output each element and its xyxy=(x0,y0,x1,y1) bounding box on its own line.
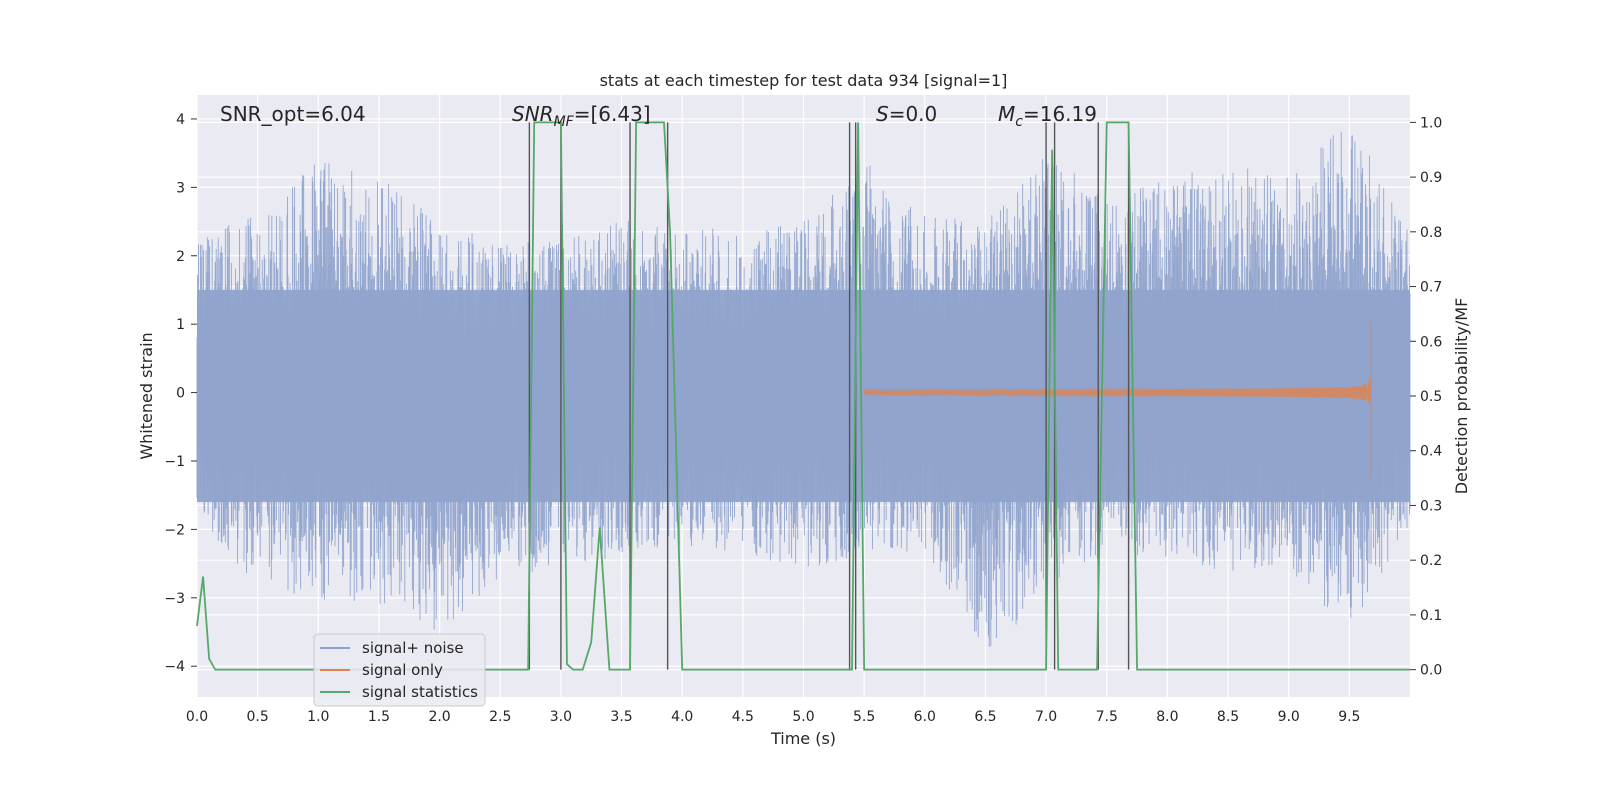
annotation-snr-mf-subscript: MF xyxy=(554,114,575,130)
y-tick-label-left: −4 xyxy=(164,659,185,675)
y-tick-label-right: 0.4 xyxy=(1420,444,1442,460)
legend-label-signal-plus-noise: signal+ noise xyxy=(362,639,464,657)
x-tick-label: 1.0 xyxy=(307,709,329,725)
x-tick-label: 7.0 xyxy=(1035,709,1057,725)
x-tick-label: 0.5 xyxy=(247,709,269,725)
annotation-mc-subscript: c xyxy=(1015,114,1023,130)
x-tick-label: 6.5 xyxy=(974,709,996,725)
annotation-mc-value: =16.19 xyxy=(1023,102,1097,126)
y-tick-label-left: 4 xyxy=(176,112,185,128)
y-tick-label-right: 0.0 xyxy=(1420,663,1442,679)
y-tick-label-right: 0.8 xyxy=(1420,225,1442,241)
y-tick-label-right: 0.1 xyxy=(1420,608,1442,624)
annotation-snr-mf-value: =[6.43] xyxy=(574,102,651,126)
series-signal-only xyxy=(863,320,1372,479)
y-tick-label-right: 0.9 xyxy=(1420,170,1442,186)
y-tick-label-left: 3 xyxy=(176,180,185,196)
x-tick-label: 1.5 xyxy=(368,709,390,725)
y-axis-label-left: Whitened strain xyxy=(137,332,156,459)
x-tick-label: 3.0 xyxy=(550,709,572,725)
legend: signal+ noise signal only signal statist… xyxy=(313,633,486,707)
x-tick-label: 8.0 xyxy=(1156,709,1178,725)
annotation-snr-mf: SNRMF=[6.43] xyxy=(512,102,651,130)
annotation-mc-label: M xyxy=(998,102,1015,126)
y-tick-label-left: −2 xyxy=(164,522,185,538)
chart-title: stats at each timestep for test data 934… xyxy=(600,71,1008,90)
y-tick-label-left: −3 xyxy=(164,591,185,607)
annotation-snr-mf-label: SNR xyxy=(512,102,554,126)
y-tick-label-right: 0.2 xyxy=(1420,553,1442,569)
annotation-chirp-mass: Mc=16.19 xyxy=(998,102,1097,130)
legend-box xyxy=(313,633,486,707)
x-tick-label: 2.0 xyxy=(428,709,450,725)
x-tick-label: 4.5 xyxy=(732,709,754,725)
annotation-s: S=0.0 xyxy=(876,102,937,126)
x-tick-label: 8.5 xyxy=(1217,709,1239,725)
axis-ticks: 0.0 0.5 1.0 1.5 2.0 2.5 3.0 3.5 4.0 4.5 5.0 5.5 6.0 6… xyxy=(164,112,1442,725)
x-tick-label: 3.5 xyxy=(610,709,632,725)
annotation-snr-opt: SNR_opt=6.04 xyxy=(220,102,366,126)
x-axis-label: Time (s) xyxy=(770,729,836,748)
y-axis-label-right: Detection probability/MF xyxy=(1452,298,1471,495)
legend-label-signal-statistics: signal statistics xyxy=(362,683,478,701)
y-tick-label-left: 0 xyxy=(176,386,185,402)
y-tick-label-left: −1 xyxy=(164,454,185,470)
x-tick-label: 5.0 xyxy=(792,709,814,725)
y-tick-label-left: 2 xyxy=(176,249,185,265)
y-tick-label-left: 1 xyxy=(176,317,185,333)
x-tick-label: 4.0 xyxy=(671,709,693,725)
x-tick-label: 7.5 xyxy=(1096,709,1118,725)
y-tick-label-right: 0.3 xyxy=(1420,498,1442,514)
annotation-s-value: =0.0 xyxy=(889,102,938,126)
signal-chirp-line xyxy=(863,320,1372,479)
x-tick-label: 9.5 xyxy=(1338,709,1360,725)
x-tick-label: 9.0 xyxy=(1278,709,1300,725)
legend-label-signal-only: signal only xyxy=(362,661,443,679)
x-tick-label: 2.5 xyxy=(489,709,511,725)
x-tick-label: 6.0 xyxy=(914,709,936,725)
y-tick-label-right: 1.0 xyxy=(1420,115,1442,131)
y-tick-label-right: 0.7 xyxy=(1420,280,1442,296)
x-tick-label: 5.5 xyxy=(853,709,875,725)
annotation-s-label: S xyxy=(876,102,889,126)
y-tick-label-right: 0.6 xyxy=(1420,334,1442,350)
x-tick-label: 0.0 xyxy=(186,709,208,725)
y-tick-label-right: 0.5 xyxy=(1420,389,1442,405)
